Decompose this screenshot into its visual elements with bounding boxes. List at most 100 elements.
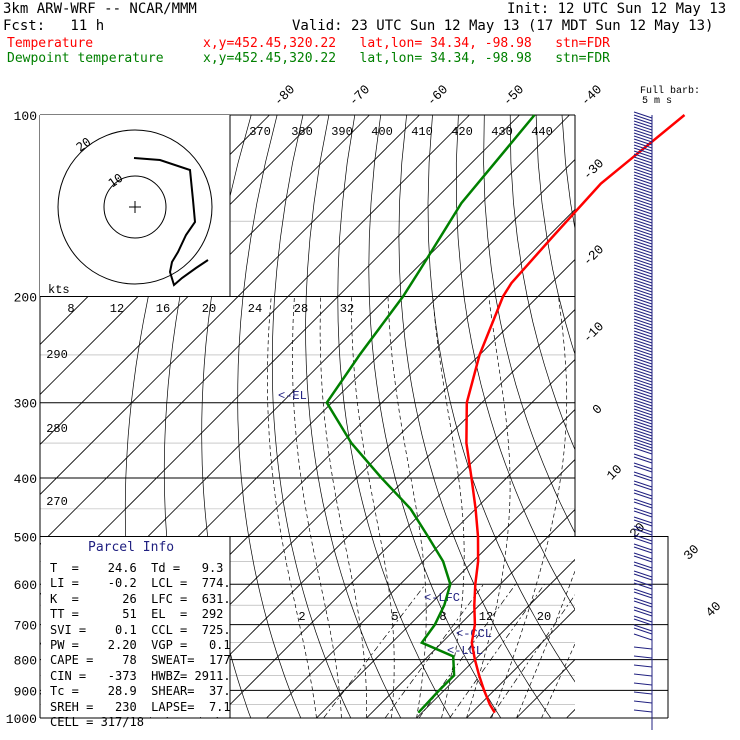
dry-adiabat-line xyxy=(666,115,740,718)
wind-barb-flag xyxy=(633,483,653,491)
wind-barb xyxy=(633,453,653,464)
wind-barb-flag xyxy=(633,228,653,236)
wind-barb-flag xyxy=(633,682,653,686)
dewpoint-profile xyxy=(325,114,536,714)
theta-left-label: 290 xyxy=(46,348,68,362)
wind-barb-flag xyxy=(633,258,653,266)
wind-barb-flag xyxy=(633,555,653,563)
pressure-tick-label: 700 xyxy=(14,619,37,634)
isotherm-label: -30 xyxy=(580,156,607,183)
wind-barb-flag xyxy=(633,294,653,302)
wind-barb-flag xyxy=(633,534,653,542)
wind-barb-flag xyxy=(633,120,653,128)
wind-barb-flag xyxy=(633,141,653,149)
wind-barb-flag xyxy=(633,129,653,137)
wind-barb-flag xyxy=(633,210,653,218)
wind-barb xyxy=(633,435,653,449)
wind-barb-flag xyxy=(633,168,653,176)
wind-barb-flag xyxy=(633,174,653,182)
wind-barb-flag xyxy=(633,387,653,395)
theta-label: 430 xyxy=(491,125,513,139)
wind-barb-flag xyxy=(633,222,653,230)
pressure-tick-label: 1000 xyxy=(6,712,37,727)
dry-adiabat-line xyxy=(368,115,502,718)
wind-barb-flag xyxy=(633,309,653,317)
hodograph-ring-20 xyxy=(57,129,213,285)
wind-barb-flag xyxy=(633,561,653,569)
wind-barb-flag xyxy=(633,399,653,407)
dry-adiabat-line xyxy=(455,115,575,611)
mixing-ratio-line xyxy=(323,583,426,718)
wind-barb-flag xyxy=(633,300,653,308)
wind-barb-flag xyxy=(633,691,653,695)
wind-barb-flag xyxy=(633,624,653,632)
wind-barb-flag xyxy=(633,138,653,146)
pressure-tick-label: 100 xyxy=(14,109,37,124)
dry-adiabat-line xyxy=(509,115,575,451)
isotherm-line xyxy=(416,558,575,718)
wind-barb-flag xyxy=(633,402,653,410)
wind-barb xyxy=(633,709,653,713)
isotherm-line xyxy=(40,115,370,446)
wind-barb xyxy=(633,516,653,527)
wind-barb-flag xyxy=(633,615,653,623)
parcel-info-row: CELL = 317/18 xyxy=(50,715,144,729)
wind-barb-flag xyxy=(633,189,653,197)
wind-barb-flag xyxy=(633,519,653,527)
wind-barb xyxy=(633,138,653,152)
dry-adiabat-line xyxy=(237,115,302,718)
parcel-info-row: SREH = 230 LAPSE= 7.1 xyxy=(50,699,231,714)
isotherm-label: 10 xyxy=(604,462,626,484)
wind-barb xyxy=(633,318,653,332)
wind-barb xyxy=(633,597,653,608)
wind-barb xyxy=(633,273,653,287)
dry-adiabat-line xyxy=(483,115,575,534)
parcel-info-row: SVI = 0.1 CCL = 725. xyxy=(50,622,231,637)
wind-barb-flag xyxy=(633,498,653,506)
wind-barb xyxy=(633,673,653,677)
parcel-info-row: Tc = 28.9 SHEAR= 37. xyxy=(50,684,231,699)
wind-barb-flag xyxy=(633,303,653,311)
theta-left-label: 270 xyxy=(46,495,68,509)
isotherm-line xyxy=(40,115,520,596)
wind-barb-flag xyxy=(633,171,653,179)
wind-barb xyxy=(633,664,653,668)
hodograph-speed-label: 32 xyxy=(340,302,354,316)
wind-barb xyxy=(633,570,653,581)
wind-barb-flag xyxy=(633,336,653,344)
dry-adiabat-line xyxy=(717,115,740,718)
hodograph-ring-label: 20 xyxy=(74,135,94,155)
wind-barb xyxy=(633,309,653,323)
wind-barb-flag xyxy=(633,673,653,677)
wind-barb xyxy=(633,498,653,509)
wind-barb xyxy=(633,120,653,134)
parcel-info-row: TT = 51 EL = 292 xyxy=(50,607,224,622)
wind-barb xyxy=(633,480,653,491)
wind-barb-flag xyxy=(633,246,653,254)
pressure-tick-label: 600 xyxy=(14,578,37,593)
isotherm-line xyxy=(316,458,575,718)
wind-barb xyxy=(633,147,653,161)
wind-barb-flag xyxy=(633,243,653,251)
isotherm-line xyxy=(40,115,420,496)
wind-barb-flag xyxy=(633,480,653,488)
wind-barb xyxy=(633,691,653,695)
hodograph-speed-label: 16 xyxy=(156,302,170,316)
wind-barb xyxy=(633,345,653,359)
wind-barb-flag xyxy=(633,321,653,329)
wind-barb-flag xyxy=(633,372,653,380)
wind-barb xyxy=(633,615,653,626)
wind-barb-flag xyxy=(633,297,653,305)
wind-barb-flag xyxy=(633,126,653,134)
parcel-info-row: K = 26 LFC = 631. xyxy=(50,591,231,606)
init-time: Init: 12 UTC Sun 12 May 13 xyxy=(507,1,727,17)
isotherm-line xyxy=(566,708,575,718)
wind-barb-flag xyxy=(633,150,653,158)
isotherm-line xyxy=(516,658,575,718)
mixing-ratio-label: 5 xyxy=(391,610,398,624)
isotherm-line xyxy=(166,308,575,718)
lower-frame xyxy=(575,535,669,718)
wind-barb-flag xyxy=(633,700,653,704)
wind-barb-flag xyxy=(633,618,653,626)
